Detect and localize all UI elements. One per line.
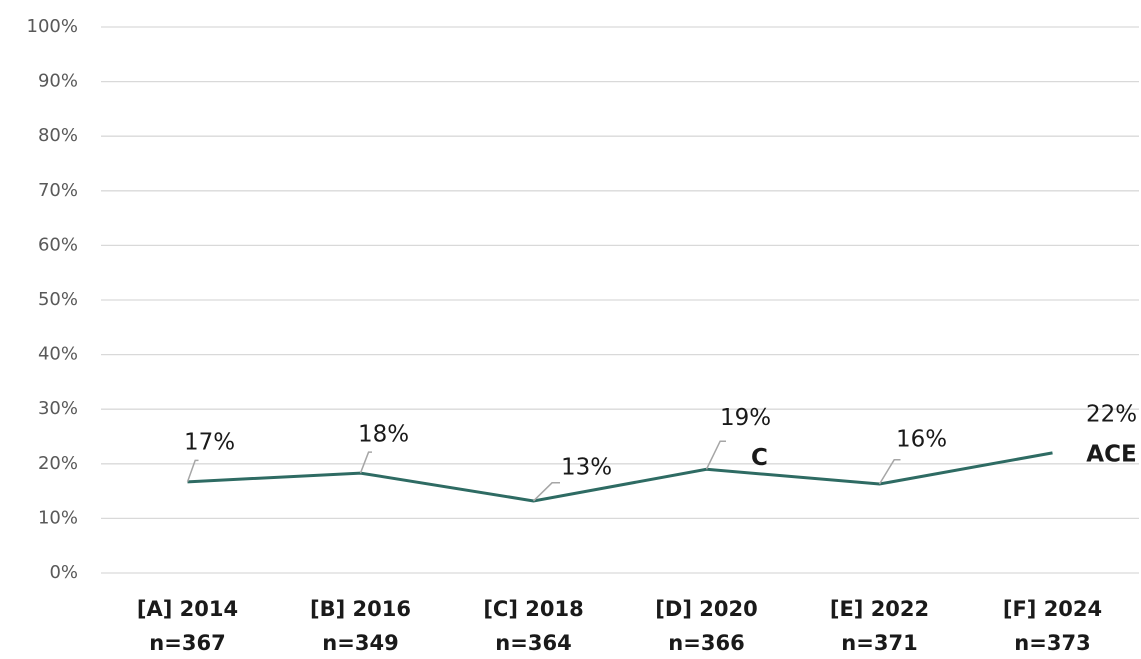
y-tick-label: 100% <box>27 16 78 37</box>
significance-label: C <box>751 445 768 471</box>
leader-line <box>186 459 199 483</box>
value-label: 18% <box>358 422 409 448</box>
x-tick-label: [F] 2024 <box>1003 597 1102 621</box>
x-tick-label: n=367 <box>149 631 225 655</box>
y-tick-label: 0% <box>49 562 78 583</box>
y-tick-label: 80% <box>38 125 78 146</box>
x-tick-label: [B] 2016 <box>310 597 411 621</box>
x-tick-label: [E] 2022 <box>830 597 929 621</box>
x-tick-label: n=373 <box>1014 631 1090 655</box>
value-label: 13% <box>561 454 612 480</box>
x-tick-label: n=364 <box>495 631 571 655</box>
y-tick-label: 10% <box>38 507 78 528</box>
leader-line <box>532 482 560 502</box>
y-tick-label: 70% <box>38 180 78 201</box>
y-tick-label: 40% <box>38 344 78 365</box>
y-tick-label: 20% <box>38 453 78 474</box>
leader-line <box>878 459 901 485</box>
x-tick-label: n=366 <box>668 631 744 655</box>
x-tick-label: [C] 2018 <box>483 597 583 621</box>
y-tick-label: 60% <box>38 234 78 255</box>
value-label: 17% <box>184 429 235 455</box>
significance-label: ACE <box>1086 441 1136 467</box>
y-tick-label: 30% <box>38 398 78 419</box>
x-tick-label: [A] 2014 <box>137 597 238 621</box>
y-tick-label: 50% <box>38 289 78 310</box>
y-tick-label: 90% <box>38 71 78 92</box>
line <box>187 451 1053 503</box>
value-label: 22% <box>1086 401 1137 427</box>
x-tick-label: [D] 2020 <box>655 597 757 621</box>
leader-line <box>705 440 726 470</box>
x-tick-label: n=371 <box>841 631 917 655</box>
value-label: 16% <box>896 427 947 453</box>
value-label: 19% <box>720 405 771 431</box>
x-tick-label: n=349 <box>322 631 398 655</box>
leader-line <box>359 451 372 474</box>
